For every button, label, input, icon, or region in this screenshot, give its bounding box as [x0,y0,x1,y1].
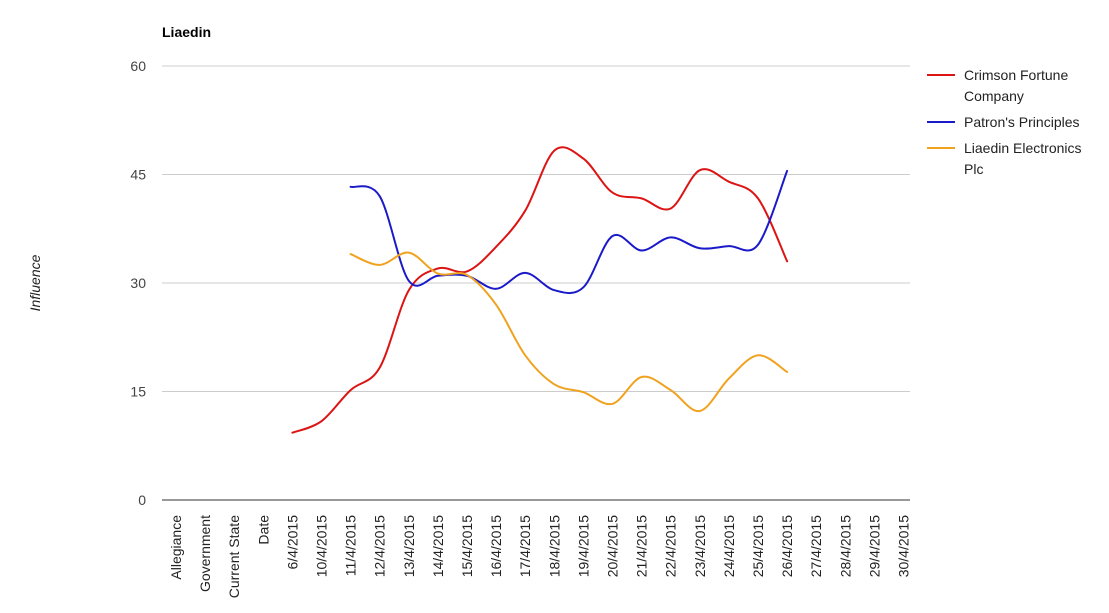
x-tick-label: 25/4/2015 [750,515,766,577]
x-tick-label: 14/4/2015 [430,515,446,577]
x-axis-ticks: Allegiance Government Current State Date 6/4… [168,515,912,598]
y-axis-label: Influence [27,254,43,311]
series-lines [291,146,789,434]
x-tick-label: 19/4/2015 [575,515,591,577]
legend-label: Company [964,88,1024,104]
y-axis-ticks: 0 15 30 45 60 [130,58,146,508]
series-line-3 [349,251,789,413]
x-tick-label: 21/4/2015 [634,515,650,577]
x-tick-label: 23/4/2015 [692,515,708,577]
series-line-1 [291,146,789,434]
x-tick-label: 24/4/2015 [721,515,737,577]
legend-label: Plc [964,161,983,177]
x-tick-label: Government [197,515,213,592]
x-tick-label: 29/4/2015 [866,515,882,577]
y-tick-label: 15 [130,384,146,400]
x-tick-label: 26/4/2015 [779,515,795,577]
x-tick-label: 6/4/2015 [284,515,300,570]
y-tick-label: 0 [138,492,146,508]
x-tick-label: Current State [226,515,242,598]
x-tick-label: 11/4/2015 [343,515,359,576]
x-tick-label: 30/4/2015 [896,515,912,577]
y-tick-label: 45 [130,167,146,183]
x-tick-label: 10/4/2015 [314,515,330,577]
x-tick-label: 16/4/2015 [488,515,504,577]
chart-title: Liaedin [162,24,211,40]
x-tick-label: 13/4/2015 [401,515,417,577]
x-tick-label: 18/4/2015 [546,515,562,577]
legend: Crimson Fortune Company Patron's Principle… [927,67,1082,177]
legend-label: Patron's Principles [964,114,1080,130]
series-line-2 [349,169,789,295]
x-tick-label: 27/4/2015 [808,515,824,577]
x-tick-label: 15/4/2015 [459,515,475,577]
x-tick-label: Date [255,515,271,545]
legend-label: Liaedin Electronics [964,140,1082,156]
x-tick-label: Allegiance [168,515,184,580]
y-tick-label: 30 [130,275,146,291]
gridlines [162,65,910,501]
x-tick-label: 22/4/2015 [663,515,679,577]
x-tick-label: 17/4/2015 [517,515,533,577]
x-tick-label: 28/4/2015 [837,515,853,577]
x-tick-label: 12/4/2015 [372,515,388,577]
y-tick-label: 60 [130,58,146,74]
x-tick-label: 20/4/2015 [605,515,621,577]
legend-label: Crimson Fortune [964,67,1068,83]
